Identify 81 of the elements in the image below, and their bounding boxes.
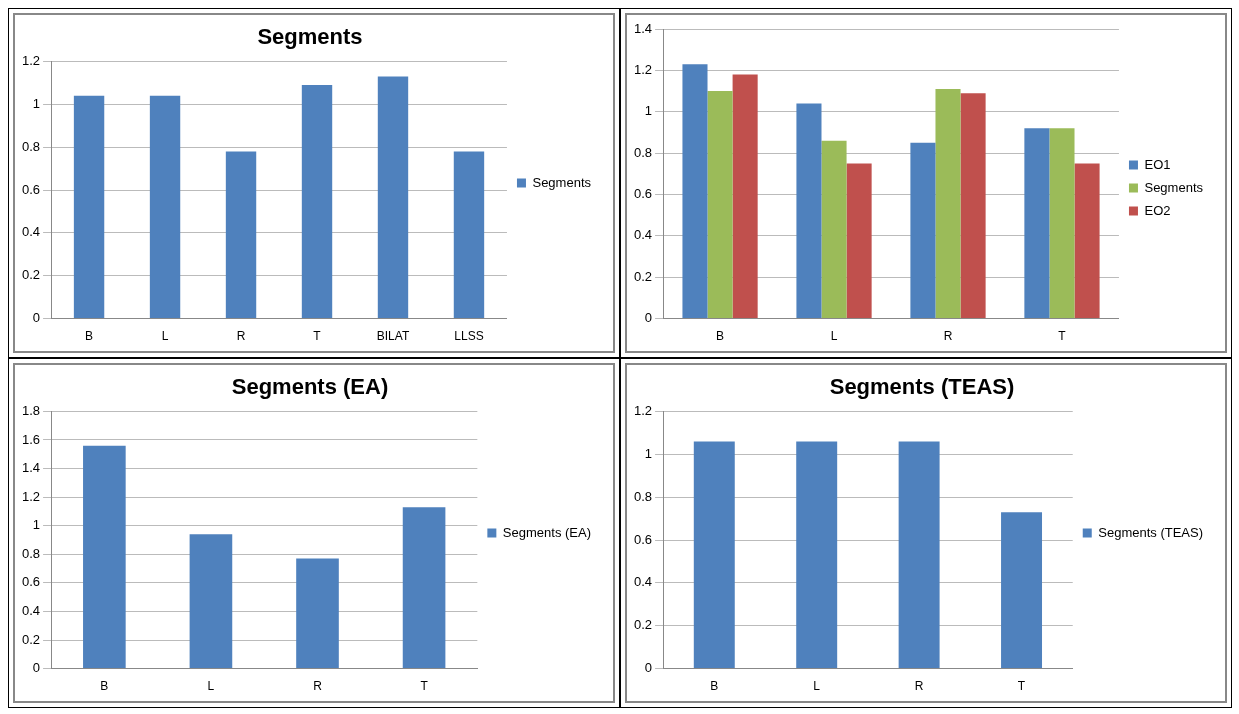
bar bbox=[301, 84, 333, 319]
y-tick-label: 0.4 bbox=[633, 574, 653, 590]
bar bbox=[73, 95, 105, 319]
y-tick-label: 0.8 bbox=[633, 144, 653, 160]
y-tick-label: 1.8 bbox=[21, 402, 41, 418]
x-tick-label: B bbox=[100, 679, 109, 694]
y-tick-label: 0.8 bbox=[21, 545, 41, 561]
y-tick-label: 1 bbox=[644, 445, 653, 461]
bar bbox=[732, 74, 758, 319]
legend-label: EO2 bbox=[1144, 202, 1171, 218]
y-tick-label: 1.2 bbox=[633, 402, 653, 418]
bar bbox=[910, 142, 936, 319]
chart-title: Segments (EA) bbox=[231, 374, 389, 400]
x-tick-label: LLSS bbox=[454, 329, 484, 344]
y-tick-label: 0 bbox=[644, 310, 653, 326]
bar bbox=[821, 140, 847, 319]
y-tick-label: 1.2 bbox=[21, 52, 41, 68]
y-tick-label: 0.2 bbox=[633, 268, 653, 284]
legend-label: Segments (TEAS) bbox=[1098, 524, 1204, 540]
bar bbox=[1024, 128, 1050, 319]
x-tick-label: BILAT bbox=[376, 329, 410, 344]
bar bbox=[1049, 128, 1075, 319]
legend-label: Segments (EA) bbox=[502, 524, 592, 540]
x-tick-label: T bbox=[313, 329, 322, 344]
x-tick-label: T bbox=[420, 679, 429, 694]
bar bbox=[189, 534, 233, 669]
y-tick-label: 1 bbox=[32, 95, 41, 111]
x-tick-label: R bbox=[943, 329, 953, 344]
x-tick-label: R bbox=[313, 679, 323, 694]
x-tick-label: B bbox=[85, 329, 94, 344]
y-tick-label: 0.2 bbox=[21, 267, 41, 283]
bar bbox=[402, 507, 446, 669]
x-tick-label: R bbox=[914, 679, 924, 694]
y-tick-label: 1 bbox=[644, 103, 653, 119]
y-tick-label: 0 bbox=[32, 660, 41, 676]
bar bbox=[682, 64, 708, 319]
y-tick-label: 0.6 bbox=[21, 181, 41, 197]
bar bbox=[707, 91, 733, 319]
y-tick-label: 0.6 bbox=[633, 186, 653, 202]
bar bbox=[149, 95, 181, 319]
bar bbox=[83, 445, 126, 669]
y-tick-label: 0.6 bbox=[633, 531, 653, 547]
y-tick-label: 0.4 bbox=[21, 603, 41, 619]
y-tick-label: 0.6 bbox=[21, 574, 41, 590]
y-tick-label: 1.6 bbox=[21, 431, 41, 447]
bar bbox=[796, 103, 822, 319]
bar bbox=[1074, 163, 1100, 319]
legend-label: Segments bbox=[1144, 179, 1204, 195]
x-tick-label: T bbox=[1017, 679, 1026, 694]
x-tick-label: L bbox=[813, 679, 821, 694]
y-tick-label: 0.4 bbox=[21, 224, 41, 240]
chart-title: Segments bbox=[257, 24, 363, 50]
x-tick-label: L bbox=[161, 329, 169, 344]
y-tick-label: 0.8 bbox=[21, 138, 41, 154]
bar bbox=[453, 151, 485, 319]
bar bbox=[225, 151, 257, 319]
bar bbox=[960, 93, 986, 319]
x-tick-label: L bbox=[207, 679, 215, 694]
x-tick-label: L bbox=[830, 329, 838, 344]
y-tick-label: 1.2 bbox=[633, 61, 653, 77]
y-tick-label: 1.4 bbox=[21, 460, 41, 476]
y-tick-label: 1 bbox=[32, 517, 41, 533]
bar bbox=[935, 88, 961, 319]
y-tick-label: 0.2 bbox=[21, 631, 41, 647]
y-tick-label: 1.4 bbox=[633, 20, 653, 36]
y-tick-label: 0.4 bbox=[633, 227, 653, 243]
y-tick-label: 0 bbox=[32, 310, 41, 326]
chart-title: Segments (TEAS) bbox=[829, 374, 1015, 400]
x-tick-label: B bbox=[710, 679, 719, 694]
legend-label: Segments bbox=[532, 174, 592, 190]
x-tick-label: T bbox=[1058, 329, 1067, 344]
y-tick-label: 0.8 bbox=[633, 488, 653, 504]
bar bbox=[377, 76, 409, 319]
x-tick-label: B bbox=[716, 329, 725, 344]
bar bbox=[846, 163, 872, 319]
x-tick-label: R bbox=[236, 329, 246, 344]
y-tick-label: 0 bbox=[644, 660, 653, 676]
y-tick-label: 1.2 bbox=[21, 488, 41, 504]
y-tick-label: 0.2 bbox=[633, 617, 653, 633]
bar bbox=[296, 558, 339, 669]
legend-label: EO1 bbox=[1144, 156, 1171, 172]
